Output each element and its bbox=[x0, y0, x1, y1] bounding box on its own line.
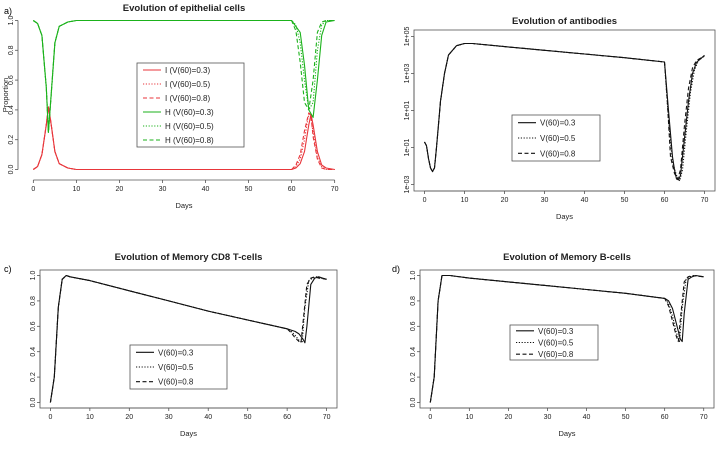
x-tick-label: 70 bbox=[701, 197, 709, 204]
x-tick-label: 70 bbox=[700, 414, 708, 421]
legend-label: V(60)=0.3 bbox=[540, 119, 576, 128]
y-tick-label: 1e+03 bbox=[404, 64, 411, 84]
y-tick-label: 0.6 bbox=[8, 75, 15, 85]
x-tick-label: 50 bbox=[621, 197, 629, 204]
x-tick-label: 0 bbox=[428, 414, 432, 421]
y-tick-label: 0.0 bbox=[8, 165, 15, 175]
y-tick-label: 1e-03 bbox=[404, 176, 411, 194]
y-tick-label: 0.2 bbox=[410, 372, 417, 382]
x-tick-label: 70 bbox=[323, 414, 331, 421]
panel-label-c: c) bbox=[4, 264, 12, 274]
x-tick-label: 30 bbox=[544, 414, 552, 421]
legend-label: H (V(60)=0.5) bbox=[165, 122, 214, 131]
y-tick-label: 1.0 bbox=[8, 16, 15, 26]
legend-label: I (V(60)=0.5) bbox=[165, 80, 210, 89]
x-axis-label: Days bbox=[558, 429, 575, 438]
y-tick-label: 0.8 bbox=[30, 296, 37, 306]
chart-title: Evolution of epithelial cells bbox=[123, 3, 245, 14]
chart-title: Evolution of Memory CD8 T-cells bbox=[115, 252, 263, 263]
legend-label: V(60)=0.8 bbox=[538, 350, 574, 359]
legend-label: V(60)=0.5 bbox=[158, 363, 194, 372]
y-tick-label: 0.6 bbox=[410, 321, 417, 331]
series-line-3 bbox=[429, 274, 704, 403]
plot-frame bbox=[413, 29, 716, 192]
x-tick-label: 40 bbox=[204, 414, 212, 421]
y-tick-label: 0.8 bbox=[8, 45, 15, 55]
x-tick-label: 30 bbox=[165, 414, 173, 421]
y-tick-label: 1e+01 bbox=[404, 101, 411, 121]
legend-label: V(60)=0.3 bbox=[158, 348, 194, 357]
y-tick-label: 1e-01 bbox=[404, 138, 411, 156]
x-axis-label: Days bbox=[175, 201, 192, 210]
x-tick-label: 60 bbox=[661, 197, 669, 204]
y-tick-label: 0.2 bbox=[8, 135, 15, 145]
y-tick-label: 0.4 bbox=[410, 347, 417, 357]
y-tick-label: 1.0 bbox=[30, 271, 37, 281]
series-line-6 bbox=[32, 19, 335, 133]
x-tick-label: 60 bbox=[661, 414, 669, 421]
x-axis-label: Days bbox=[556, 212, 573, 221]
x-tick-label: 70 bbox=[331, 186, 339, 193]
legend-label: I (V(60)=0.3) bbox=[165, 66, 210, 75]
x-tick-label: 60 bbox=[288, 186, 296, 193]
chart-epithelial: Evolution of epithelial cells 0 10 20 30 40 50… bbox=[1, 3, 339, 210]
chart-title: Evolution of Memory B-cells bbox=[503, 252, 631, 263]
x-tick-label: 10 bbox=[461, 197, 469, 204]
y-tick-label: 0.0 bbox=[410, 398, 417, 408]
x-tick-label: 40 bbox=[202, 186, 210, 193]
x-tick-label: 50 bbox=[622, 414, 630, 421]
legend-label: V(60)=0.3 bbox=[538, 327, 574, 336]
legend-label: H (V(60)=0.8) bbox=[165, 136, 214, 145]
x-tick-label: 50 bbox=[245, 186, 253, 193]
x-tick-label: 30 bbox=[541, 197, 549, 204]
y-tick-label: 1e+05 bbox=[404, 27, 411, 47]
panel-label-a: a) bbox=[4, 6, 12, 16]
panel-label-d: d) bbox=[392, 264, 400, 274]
legend-label: I (V(60)=0.8) bbox=[165, 94, 210, 103]
chart-bcells: Evolution of Memory B-cells 0 10 20 30 40 50 60… bbox=[410, 252, 715, 438]
x-tick-label: 50 bbox=[244, 414, 252, 421]
series-line-2 bbox=[429, 274, 704, 403]
x-tick-label: 20 bbox=[501, 197, 509, 204]
x-tick-label: 20 bbox=[116, 186, 124, 193]
chart-title: Evolution of antibodies bbox=[512, 16, 617, 27]
x-tick-label: 30 bbox=[159, 186, 167, 193]
y-tick-label: 1.0 bbox=[410, 271, 417, 281]
x-tick-label: 0 bbox=[31, 186, 35, 193]
y-tick-label: 0.6 bbox=[30, 321, 37, 331]
x-tick-label: 40 bbox=[583, 414, 591, 421]
x-tick-label: 40 bbox=[581, 197, 589, 204]
y-tick-label: 0.4 bbox=[30, 347, 37, 357]
x-tick-label: 20 bbox=[125, 414, 133, 421]
y-tick-label: 0.8 bbox=[410, 296, 417, 306]
chart-antibodies: Evolution of antibodies 0 10 20 30 40 50 60 70 1e… bbox=[404, 16, 716, 221]
y-axis-label: Proportion bbox=[1, 78, 10, 113]
x-tick-label: 10 bbox=[86, 414, 94, 421]
series-line-3 bbox=[424, 42, 705, 180]
x-tick-label: 60 bbox=[283, 414, 291, 421]
legend-label: V(60)=0.8 bbox=[540, 149, 576, 158]
x-axis-label: Days bbox=[180, 429, 197, 438]
legend-label: V(60)=0.5 bbox=[540, 134, 576, 143]
legend-label: H (V(60)=0.3) bbox=[165, 108, 214, 117]
x-tick-label: 20 bbox=[505, 414, 513, 421]
x-tick-label: 10 bbox=[72, 186, 80, 193]
series-line-3 bbox=[49, 274, 327, 403]
x-tick-label: 0 bbox=[423, 197, 427, 204]
legend-label: V(60)=0.5 bbox=[538, 339, 574, 348]
y-tick-label: 0.2 bbox=[30, 372, 37, 382]
x-tick-label: 10 bbox=[465, 414, 473, 421]
y-tick-label: 0.0 bbox=[30, 398, 37, 408]
x-tick-label: 0 bbox=[48, 414, 52, 421]
chart-cd8: Evolution of Memory CD8 T-cells 0 10 20 30 40… bbox=[30, 252, 338, 438]
y-tick-label: 0.4 bbox=[8, 105, 15, 115]
legend-box bbox=[136, 62, 245, 148]
legend-label: V(60)=0.8 bbox=[158, 378, 194, 387]
